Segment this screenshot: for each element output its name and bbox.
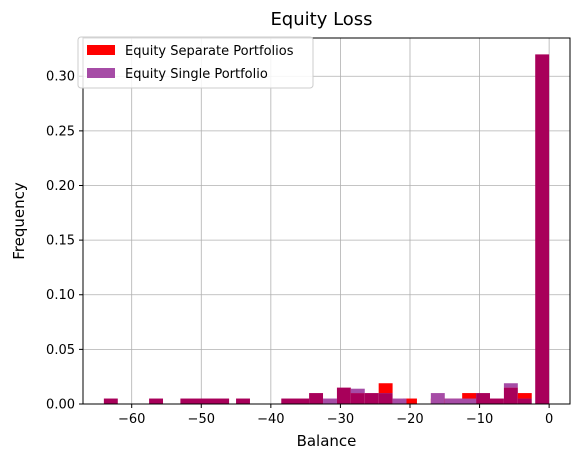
x-axis-ticks: −60 −50 −40 −30 −20 −10 0 (118, 404, 553, 427)
y-tick-label: 0.10 (46, 288, 75, 303)
legend-box (77, 36, 314, 89)
bar-equity-separate-portfolios (403, 398, 417, 404)
bars-layer (103, 54, 550, 404)
x-tick-label: −40 (257, 412, 284, 427)
x-tick-label: 0 (545, 412, 553, 427)
y-tick-label: 0.25 (46, 124, 75, 139)
bar-overlap (309, 393, 324, 404)
plot-area-frame (82, 37, 571, 405)
bar-equity-single-portfolio (392, 398, 407, 404)
x-tick-label: −60 (118, 412, 145, 427)
x-tick-label: −10 (466, 412, 493, 427)
x-tick-label: −50 (188, 412, 215, 427)
y-tick-label: 0.20 (46, 179, 75, 194)
bar-overlap (103, 398, 118, 404)
bar-equity-separate-portfolios (462, 393, 477, 404)
y-axis-label: Frequency (10, 182, 28, 260)
bar-overlap (476, 393, 490, 404)
x-tick-label: −30 (327, 412, 354, 427)
y-tick-label: 0.00 (46, 398, 75, 413)
legend-label-separate: Equity Separate Portfolios (125, 44, 294, 59)
y-tick-label: 0.15 (46, 234, 75, 249)
legend: Equity Separate Portfolios Equity Single… (77, 36, 314, 89)
bar-equity-single-portfolio (350, 388, 365, 394)
x-tick-label: −20 (396, 412, 423, 427)
bar-overlap (503, 387, 518, 404)
bar-overlap (489, 398, 504, 404)
grid-layer (83, 38, 570, 405)
bar-overlap (364, 393, 379, 404)
bar-overlap (378, 393, 393, 404)
bar-equity-single-portfolio (430, 393, 445, 404)
chart-title: Equity Loss (270, 9, 372, 30)
bar-equity-single-portfolio (323, 398, 337, 404)
bar-equity-separate-portfolios (378, 383, 393, 394)
legend-swatch-single (87, 68, 115, 78)
y-tick-label: 0.30 (46, 70, 75, 85)
bar-overlap (336, 387, 351, 404)
bar-overlap (350, 393, 365, 404)
bar-overlap (180, 398, 230, 404)
y-axis-ticks: 0.00 0.05 0.10 0.15 0.20 0.25 0.30 (46, 70, 83, 413)
x-axis-label: Balance (297, 432, 357, 450)
bar-equity-single-portfolio (444, 398, 477, 404)
bar-overlap (517, 398, 532, 404)
legend-swatch-separate (87, 45, 115, 55)
bar-overlap (281, 398, 310, 404)
legend-label-single: Equity Single Portfolio (125, 67, 268, 82)
bar-overlap (535, 54, 550, 404)
bar-overlap (149, 398, 164, 404)
bar-equity-single-portfolio (503, 383, 518, 388)
bar-overlap (236, 398, 250, 404)
y-tick-label: 0.05 (46, 343, 75, 358)
bar-equity-separate-portfolios (517, 393, 532, 399)
